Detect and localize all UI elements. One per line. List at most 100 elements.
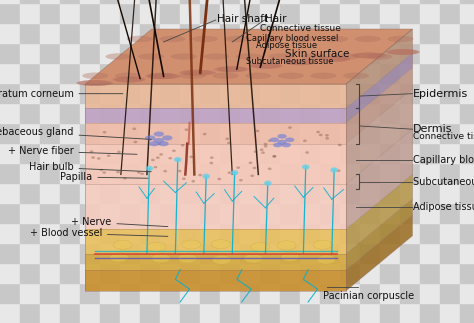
Circle shape xyxy=(337,169,340,172)
Bar xyxy=(80,263,100,283)
Bar xyxy=(80,183,100,203)
Bar xyxy=(300,243,320,263)
Ellipse shape xyxy=(387,36,413,42)
Bar xyxy=(220,203,240,223)
Bar xyxy=(180,123,200,143)
Circle shape xyxy=(338,144,342,146)
Bar xyxy=(20,123,40,143)
Ellipse shape xyxy=(171,53,197,60)
Bar xyxy=(420,223,440,243)
Bar xyxy=(380,283,400,303)
Bar xyxy=(240,163,260,183)
Bar xyxy=(120,63,140,83)
Bar xyxy=(0,43,20,63)
Bar xyxy=(360,283,380,303)
Bar xyxy=(20,163,40,183)
Circle shape xyxy=(250,174,254,177)
Circle shape xyxy=(253,167,256,169)
Bar xyxy=(0,203,20,223)
Bar xyxy=(340,143,360,163)
Text: + Nerve fiber: + Nerve fiber xyxy=(8,146,137,156)
Bar xyxy=(40,3,60,23)
Bar xyxy=(440,303,460,323)
Bar xyxy=(140,143,160,163)
Bar xyxy=(260,63,280,83)
Bar xyxy=(140,283,160,303)
Bar xyxy=(360,43,380,63)
Bar xyxy=(85,123,346,144)
Bar xyxy=(60,103,80,123)
Bar xyxy=(140,243,160,263)
Bar xyxy=(260,223,280,243)
Bar xyxy=(140,123,160,143)
Bar xyxy=(60,263,80,283)
Bar xyxy=(400,203,420,223)
Circle shape xyxy=(202,174,210,179)
Bar xyxy=(120,123,140,143)
Circle shape xyxy=(303,140,307,142)
Bar xyxy=(200,283,220,303)
Bar xyxy=(380,103,400,123)
Bar xyxy=(140,203,160,223)
Bar xyxy=(0,83,20,103)
Bar xyxy=(160,263,180,283)
Bar xyxy=(180,263,200,283)
Text: Dermis: Dermis xyxy=(413,124,453,134)
Ellipse shape xyxy=(113,240,132,249)
Bar xyxy=(260,163,280,183)
Bar xyxy=(85,84,346,108)
Ellipse shape xyxy=(115,73,141,79)
Bar xyxy=(60,183,80,203)
Bar xyxy=(60,163,80,183)
Bar xyxy=(160,163,180,183)
Ellipse shape xyxy=(180,70,215,76)
Bar xyxy=(200,263,220,283)
Bar xyxy=(380,243,400,263)
Bar xyxy=(80,3,100,23)
Circle shape xyxy=(172,150,176,152)
Circle shape xyxy=(273,155,276,158)
Ellipse shape xyxy=(283,59,317,65)
Ellipse shape xyxy=(178,254,197,263)
Bar xyxy=(440,283,460,303)
Bar xyxy=(280,183,300,203)
Circle shape xyxy=(254,151,257,153)
Ellipse shape xyxy=(244,254,263,263)
Bar xyxy=(380,63,400,83)
Bar xyxy=(40,0,60,3)
Text: Adipose tissue: Adipose tissue xyxy=(256,41,317,50)
Bar xyxy=(420,83,440,103)
Polygon shape xyxy=(346,29,412,108)
Ellipse shape xyxy=(351,53,387,58)
Ellipse shape xyxy=(76,80,114,86)
Bar xyxy=(340,183,360,203)
Bar xyxy=(20,263,40,283)
Bar xyxy=(260,303,280,323)
Bar xyxy=(180,63,200,83)
Bar xyxy=(200,43,220,63)
Bar xyxy=(160,203,180,223)
Polygon shape xyxy=(346,215,412,291)
Text: Hair bulb: Hair bulb xyxy=(29,162,151,172)
Bar xyxy=(120,3,140,23)
Ellipse shape xyxy=(284,59,316,65)
Ellipse shape xyxy=(249,63,283,69)
Bar xyxy=(180,103,200,123)
Bar xyxy=(180,283,200,303)
Bar xyxy=(340,123,360,143)
Bar xyxy=(100,183,120,203)
Ellipse shape xyxy=(352,53,385,58)
Bar xyxy=(120,23,140,43)
Ellipse shape xyxy=(183,70,212,76)
Bar xyxy=(460,243,474,263)
Ellipse shape xyxy=(354,53,384,58)
Bar xyxy=(200,223,220,243)
Polygon shape xyxy=(346,199,412,270)
Circle shape xyxy=(102,131,106,133)
Ellipse shape xyxy=(386,49,420,55)
Bar xyxy=(40,23,60,43)
Ellipse shape xyxy=(284,59,317,65)
Bar xyxy=(160,283,180,303)
Bar xyxy=(140,263,160,283)
Circle shape xyxy=(305,151,309,154)
